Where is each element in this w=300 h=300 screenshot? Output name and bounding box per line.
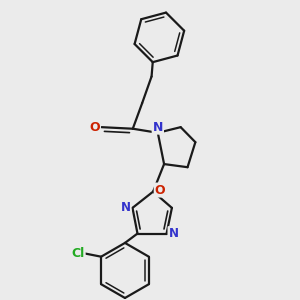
- Text: N: N: [121, 201, 130, 214]
- Text: N: N: [153, 121, 163, 134]
- Text: N: N: [169, 227, 178, 240]
- Text: O: O: [89, 121, 100, 134]
- Text: O: O: [155, 184, 165, 196]
- Text: Cl: Cl: [71, 247, 85, 260]
